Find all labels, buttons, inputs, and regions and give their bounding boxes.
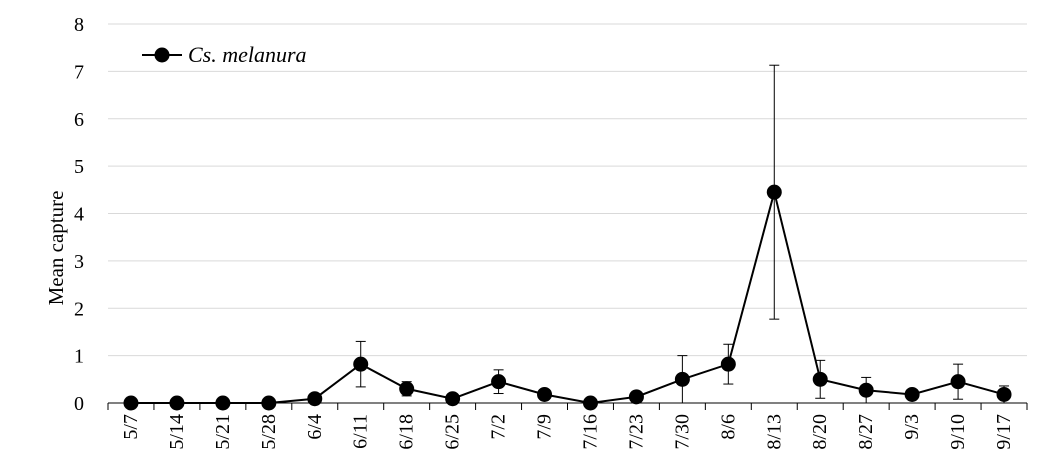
x-tick-label: 5/14: [166, 414, 188, 450]
x-tick-label: 5/28: [258, 414, 280, 450]
y-axis-title: Mean capture: [44, 191, 68, 306]
y-tick-label: 3: [74, 251, 84, 273]
data-point: [215, 395, 231, 411]
data-point: [674, 371, 690, 387]
y-tick-label: 6: [74, 109, 84, 131]
data-point: [307, 391, 323, 407]
y-tick-label: 8: [74, 14, 84, 36]
data-point: [261, 395, 277, 411]
x-tick-label: 7/9: [534, 414, 556, 440]
data-point: [491, 374, 507, 390]
x-tick-label: 7/23: [625, 414, 647, 450]
data-point: [628, 389, 644, 405]
data-point: [812, 371, 828, 387]
x-tick-label: 7/2: [488, 414, 510, 440]
data-point: [858, 382, 874, 398]
legend-label: Cs. melanura: [188, 42, 307, 67]
x-tick-label: 8/13: [763, 414, 785, 450]
x-tick-label: 9/17: [993, 414, 1015, 450]
y-tick-label: 5: [74, 156, 84, 178]
data-point: [996, 386, 1012, 402]
series-line: [130, 191, 1005, 405]
x-tick-label: 6/25: [442, 414, 464, 450]
x-axis-ticks: 5/7 5/14 5/21 5/28 6/4 6/11 6/18 6/25 7/2 7/9 7/16…: [107, 403, 1028, 450]
series-cs-melanura: [123, 184, 1012, 411]
data-point: [537, 386, 553, 402]
x-tick-label: 5/7: [120, 414, 142, 440]
y-tick-label: 1: [74, 346, 84, 368]
data-point: [766, 184, 782, 200]
legend: Cs. melanura: [142, 42, 307, 67]
x-tick-label: 6/18: [396, 414, 418, 450]
data-point: [353, 356, 369, 372]
data-point: [123, 395, 139, 411]
y-tick-label: 0: [74, 393, 84, 415]
x-tick-label: 7/30: [671, 414, 693, 450]
data-point: [950, 374, 966, 390]
x-tick-label: 9/10: [947, 414, 969, 450]
y-tick-label: 4: [74, 204, 84, 226]
x-tick-label: 9/3: [901, 414, 923, 440]
x-tick-label: 8/20: [809, 414, 831, 450]
legend-marker-swatch: [154, 47, 170, 63]
gridlines: [108, 23, 1027, 357]
error-bars: [355, 64, 1010, 404]
y-tick-label: 7: [74, 61, 84, 83]
data-point: [399, 381, 415, 397]
data-point: [720, 356, 736, 372]
x-tick-label: 6/4: [304, 414, 326, 440]
data-point: [904, 386, 920, 402]
y-axis-ticks: 0 1 2 3 4 5 6 7 8: [74, 14, 84, 415]
data-point: [445, 391, 461, 407]
data-point: [582, 395, 598, 411]
x-tick-label: 6/11: [350, 414, 372, 449]
x-tick-label: 8/27: [855, 414, 877, 450]
x-tick-label: 5/21: [212, 414, 234, 450]
data-point: [169, 395, 185, 411]
y-tick-label: 2: [74, 298, 84, 320]
x-tick-label: 8/6: [717, 414, 739, 440]
x-tick-label: 7/16: [579, 414, 601, 450]
